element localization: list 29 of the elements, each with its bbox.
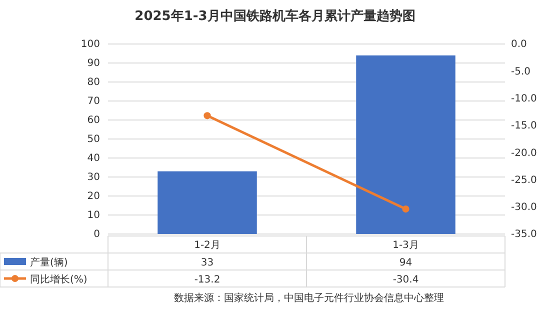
y2-tick-label: -5.0 (511, 66, 531, 78)
y2-tick-label: -10.0 (511, 93, 537, 104)
data-label: -13.2 (194, 274, 220, 286)
y-tick-label: 60 (87, 115, 100, 126)
source-note: 数据来源：国家统计局，中国电子元件行业协会信息中心整理 (174, 292, 444, 304)
y-tick-label: 30 (87, 172, 100, 184)
y2-tick-label: -25.0 (511, 174, 537, 186)
data-label: 33 (200, 258, 214, 268)
data-label: -30.4 (392, 274, 419, 286)
y-tick-label: 100 (80, 39, 100, 50)
y-tick-label: 40 (87, 153, 100, 164)
y2-tick-label: -20.0 (511, 148, 537, 159)
y2-tick-label: -35.0 (511, 229, 537, 240)
y-tick-label: 90 (87, 58, 100, 70)
y-tick-label: 50 (87, 134, 100, 146)
chart-title: 2025年1-3月中国铁路机车各月累计产量趋势图 (134, 8, 416, 24)
y-tick-label: 70 (87, 96, 100, 108)
legend-label: 产量(辆) (30, 256, 68, 268)
y-tick-label: 20 (87, 191, 100, 202)
y-tick-label: 80 (87, 77, 100, 88)
y2-tick-label: 0.0 (511, 39, 527, 50)
data-label: 94 (399, 258, 412, 268)
legend-label: 同比增长(%) (30, 274, 88, 286)
x-tick-label: 1-3月 (392, 240, 419, 251)
y-tick-label: 0 (94, 229, 100, 240)
y2-tick-label: -30.0 (511, 202, 537, 214)
y-tick-label: 10 (87, 210, 100, 222)
x-tick-label: 1-2月 (194, 240, 220, 251)
y2-tick-label: -15.0 (511, 120, 537, 132)
